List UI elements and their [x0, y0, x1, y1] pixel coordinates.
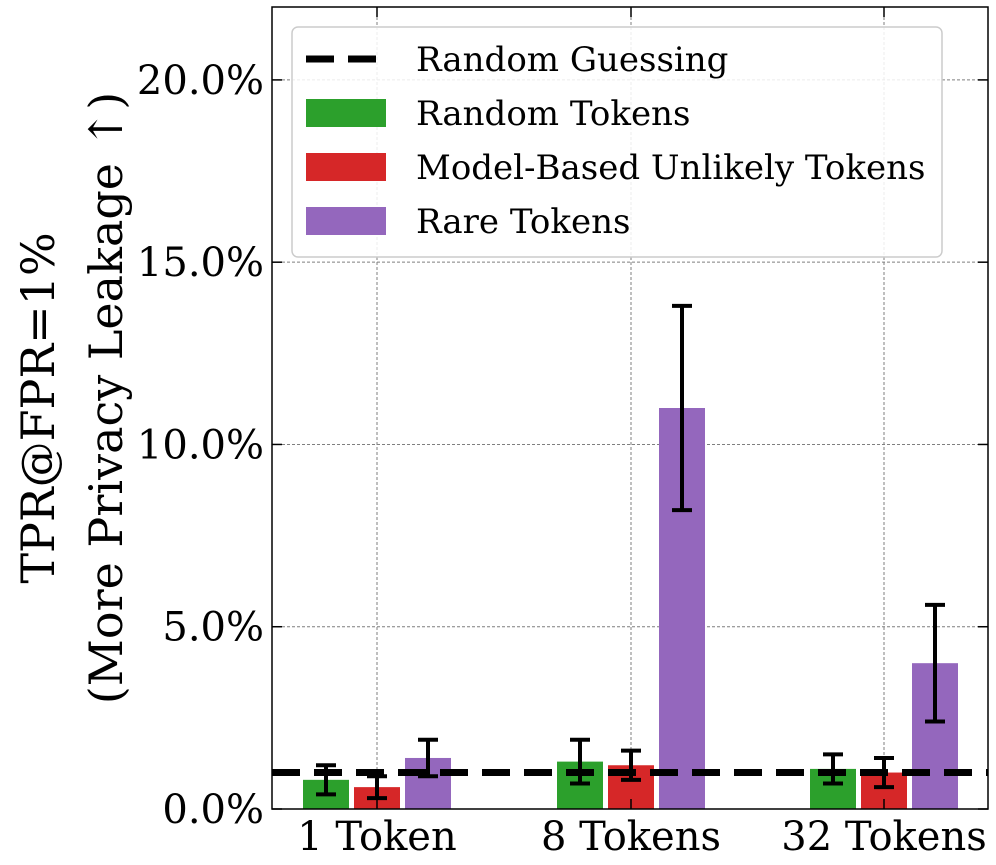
- y-axis-title: TPR@FPR=1% (More Privacy Leakage ↑): [11, 92, 133, 704]
- legend-swatch: [306, 153, 386, 181]
- y-tick-labels: 0.0% 5.0% 10.0% 15.0% 20.0%: [137, 58, 264, 833]
- y-axis-title-line2: (More Privacy Leakage ↑): [79, 92, 133, 704]
- legend: Random Guessing Random Tokens Model-Based …: [291, 26, 943, 258]
- legend-box: [291, 26, 943, 258]
- legend-swatch: [306, 99, 386, 127]
- legend-label: Model-Based Unlikely Tokens: [416, 148, 925, 188]
- legend-label: Random Tokens: [416, 94, 690, 134]
- axis-ticks: [272, 7, 988, 810]
- y-tick-label: 15.0%: [137, 240, 264, 286]
- y-tick-label: 5.0%: [162, 605, 264, 651]
- y-tick-label: 20.0%: [137, 58, 264, 104]
- plot-frame: [271, 6, 989, 810]
- x-tick-label: 32 Tokens: [781, 814, 986, 860]
- legend-swatch: [306, 207, 386, 235]
- legend-label-random-guessing: Random Guessing: [416, 40, 728, 80]
- x-tick-label: 8 Tokens: [541, 814, 721, 860]
- y-axis-title-line1: TPR@FPR=1%: [11, 232, 65, 583]
- x-tick-label: 1 Token: [297, 814, 457, 860]
- legend-label: Rare Tokens: [416, 202, 630, 242]
- error-bars-group: [316, 303, 945, 801]
- y-tick-label: 10.0%: [137, 422, 264, 468]
- x-tick-labels: 1 Token 8 Tokens 32 Tokens: [297, 814, 986, 860]
- y-tick-label: 0.0%: [162, 787, 264, 833]
